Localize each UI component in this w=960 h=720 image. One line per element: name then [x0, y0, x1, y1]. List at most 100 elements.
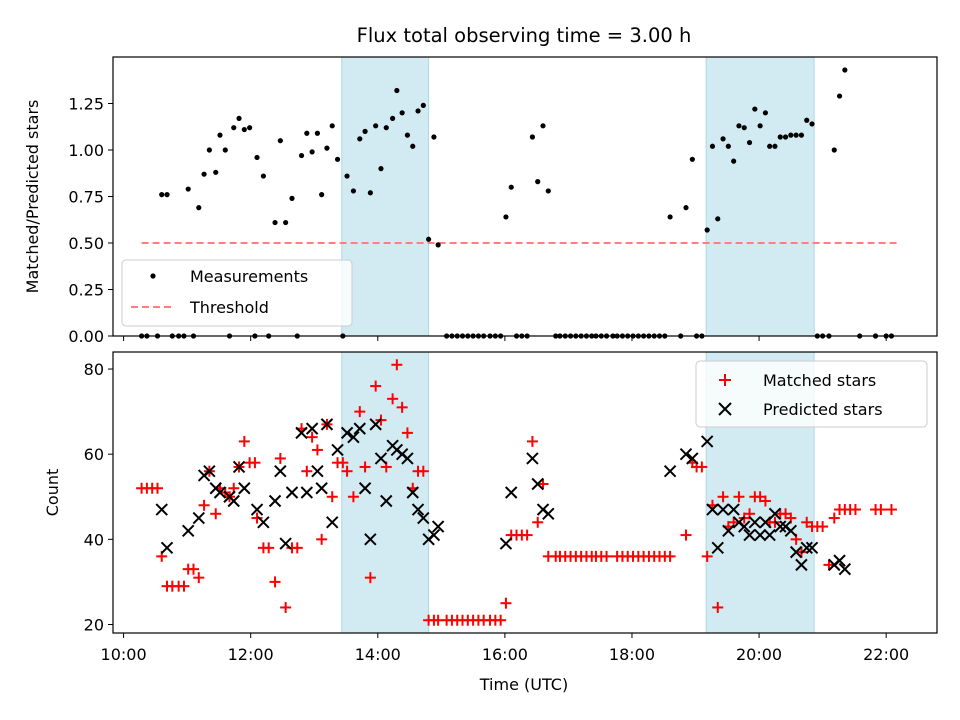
predicted-star-point: [838, 562, 852, 576]
predicted-marker-b: [700, 435, 714, 448]
measurement-point: [329, 123, 335, 129]
measurement-point: [247, 125, 253, 131]
predicted-marker-b: [431, 520, 445, 533]
matched-star-point: [187, 563, 199, 575]
x-tick-label: 10:00: [101, 645, 147, 664]
predicted-star-point: [800, 541, 813, 555]
matched-star-point: [680, 529, 692, 541]
measurement-point: [545, 188, 551, 194]
measurement-point: [201, 171, 207, 177]
predicted-marker-b: [331, 443, 344, 457]
predicted-star-point: [203, 465, 216, 478]
predicted-star-point: [326, 516, 339, 529]
predicted-marker-b: [753, 528, 767, 542]
bottom-y-ticks: 20 40 60 80: [84, 360, 113, 634]
predicted-star-point: [431, 520, 445, 533]
matched-star-point: [500, 597, 512, 609]
measurement-point: [772, 143, 778, 149]
matched-star-point: [875, 504, 887, 516]
measurement-point: [720, 136, 726, 142]
y-tick-label: 0.25: [68, 281, 104, 300]
top-legend: Measurements Threshold: [121, 259, 353, 327]
matched-star-point: [823, 559, 835, 571]
predicted-star-point: [784, 524, 798, 538]
matched-star-point: [269, 576, 281, 588]
predicted-star-point: [716, 503, 730, 516]
measurement-point: [283, 219, 289, 226]
measurement-point: [231, 125, 237, 131]
predicted-star-point: [155, 503, 168, 516]
bottom-legend: Matched stars Predicted stars: [695, 360, 928, 428]
predicted-marker-b: [295, 426, 308, 440]
predicted-marker-b: [768, 507, 782, 520]
measurement-point: [836, 93, 843, 99]
matched-star-point: [274, 452, 286, 464]
predicted-marker-b: [160, 541, 174, 555]
measurement-point: [503, 214, 509, 220]
matched-star-point: [364, 572, 376, 584]
measurement-point: [378, 166, 384, 172]
predicted-star-point: [679, 447, 693, 461]
measurement-point: [289, 195, 295, 201]
predicted-star-point: [380, 494, 393, 508]
predicted-marker-b: [155, 503, 168, 516]
measurement-point: [529, 134, 536, 140]
measurement-point: [373, 123, 379, 129]
predicted-star-point: [320, 418, 334, 431]
matched-star-point: [733, 491, 745, 503]
matched-star-point: [759, 495, 771, 507]
measurement-point: [344, 173, 350, 179]
predicted-legend-marker: [718, 402, 732, 416]
predicted-star-point: [748, 516, 762, 529]
measurement-point: [357, 136, 363, 142]
measurement-point: [298, 152, 305, 159]
measurement-point: [540, 123, 546, 129]
predicted-marker-b: [320, 418, 334, 431]
ratio-panel: 0.00 0.25 0.50 0.75 1.00 1.25 Matched/Predict…: [23, 56, 938, 346]
measurement-point: [508, 184, 514, 190]
predicted-marker-b: [743, 528, 756, 542]
matched-star-point: [849, 504, 861, 516]
predicted-marker-b: [706, 503, 719, 516]
measurement-point: [535, 179, 541, 185]
x-tick-label: 16:00: [482, 645, 528, 664]
measurement-point: [704, 227, 710, 233]
predicted-star-point: [364, 533, 377, 546]
measurements-legend-label: Measurements: [190, 267, 308, 286]
predicted-marker-b: [505, 486, 518, 499]
matched-star-point: [601, 550, 613, 562]
predicted-marker-b: [374, 452, 388, 465]
predicted-star-point: [738, 520, 751, 533]
predicted-marker-b: [232, 460, 246, 474]
predicted-marker-b: [213, 486, 227, 499]
matched-star-point: [885, 504, 897, 516]
matched-star-point: [370, 380, 382, 392]
measurement-point: [394, 87, 400, 94]
predicted-marker-b: [531, 477, 544, 491]
predicted-marker-b: [411, 503, 425, 516]
measurement-point: [383, 125, 389, 131]
predicted-marker-b: [181, 524, 195, 538]
predicted-star-point: [499, 537, 513, 550]
predicted-star-point: [274, 465, 287, 478]
predicted-marker-b: [369, 418, 382, 431]
matched-star-point: [316, 533, 328, 545]
predicted-marker-b: [279, 537, 292, 550]
matched-star-point: [301, 465, 313, 477]
predicted-marker-b: [227, 494, 240, 508]
predicted-star-point: [232, 460, 246, 474]
top-y-ticks: 0.00 0.25 0.50 0.75 1.00 1.25: [68, 95, 113, 346]
bottom-y-axis-label: Count: [43, 469, 62, 517]
measurement-point: [277, 138, 283, 144]
measurements-legend-marker: [150, 273, 156, 279]
predicted-star-point: [160, 541, 174, 555]
measurement-point: [667, 214, 673, 220]
measurement-point: [809, 121, 815, 127]
predicted-star-point: [763, 528, 776, 542]
predicted-marker-b: [326, 516, 339, 529]
matched-star-point: [387, 393, 399, 405]
predicted-star-point: [295, 426, 308, 440]
matched-star-point: [151, 482, 163, 494]
matched-star-point: [521, 529, 533, 541]
